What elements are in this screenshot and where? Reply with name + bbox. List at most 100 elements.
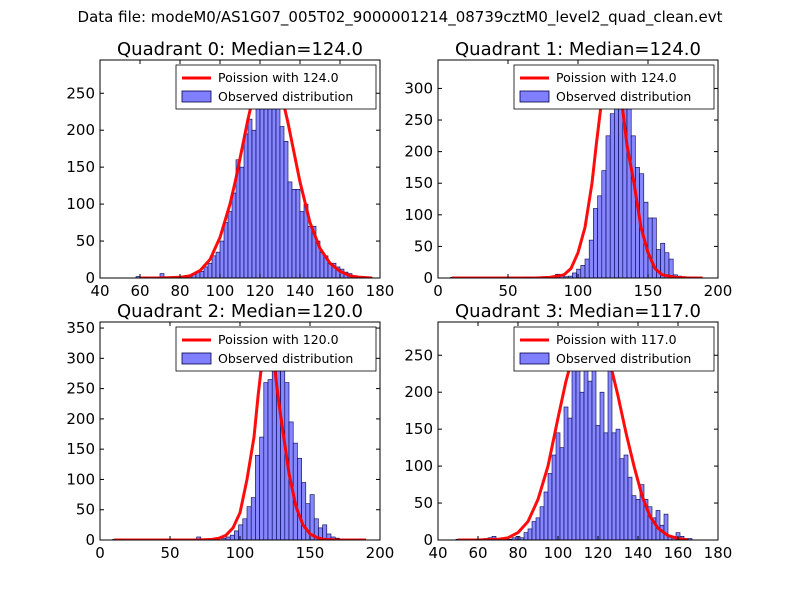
histogram-bar <box>635 499 641 540</box>
y-tick-label: 250 <box>404 111 433 129</box>
y-tick-label: 150 <box>66 158 95 176</box>
subplot-q0: 40 60 80 100 120 140 160 180 0 50 100 150 200 250 Quad… <box>66 39 394 300</box>
histogram-bar <box>301 482 307 540</box>
histogram-bar <box>287 181 293 278</box>
x-tick-label: 100 <box>206 282 235 300</box>
histogram-bar <box>297 457 302 540</box>
legend-hist-swatch <box>181 352 212 365</box>
y-tick-label: 350 <box>66 319 95 337</box>
histogram-bar <box>231 192 237 278</box>
histogram-bar <box>567 417 573 540</box>
subplot-q2: 0 50 100 150 200 0 50 100 150 200 250 300 350 Quadran… <box>66 301 394 562</box>
plot-area <box>112 330 366 540</box>
x-tick-label: 100 <box>544 544 573 562</box>
x-tick-label: 150 <box>296 544 325 562</box>
subplot-q1: 0 50 100 150 200 0 50 100 150 200 250 300 Quadrant 1… <box>404 39 732 300</box>
y-tick-label: 100 <box>404 457 433 475</box>
y-tick-label: 50 <box>414 237 433 255</box>
histogram-bar <box>605 135 611 278</box>
histogram-bar <box>263 81 269 278</box>
legend-line-label: Poission with 117.0 <box>556 332 677 347</box>
histogram-bar <box>255 89 261 278</box>
histogram-bar <box>630 135 636 278</box>
subplot-title: Quadrant 2: Median=120.0 <box>117 301 363 322</box>
histogram-bar <box>219 240 225 278</box>
y-tick-label: 100 <box>404 206 433 224</box>
histogram-bar <box>647 217 653 278</box>
x-tick-label: 0 <box>433 282 443 300</box>
y-tick-label: 250 <box>404 346 433 364</box>
x-tick-label: 120 <box>584 544 613 562</box>
subplot-title: Quadrant 3: Median=117.0 <box>455 301 701 322</box>
y-tick-label: 300 <box>66 349 95 367</box>
legend-hist-label: Observed distribution <box>218 351 353 366</box>
x-tick-label: 160 <box>326 282 355 300</box>
histogram-bar <box>203 266 209 278</box>
x-tick-label: 100 <box>564 282 593 300</box>
x-tick-label: 120 <box>246 282 275 300</box>
histogram-bar <box>597 195 603 278</box>
y-tick-label: 50 <box>414 494 433 512</box>
axes-frame <box>99 59 381 279</box>
histogram-bar <box>611 432 617 540</box>
y-tick-label: 0 <box>423 269 433 287</box>
histogram-bar <box>583 358 589 540</box>
y-tick-label: 150 <box>404 174 433 192</box>
histogram-bar <box>626 100 632 278</box>
histogram-bar <box>199 271 205 278</box>
histogram-bar <box>259 107 265 278</box>
y-tick-label: 250 <box>66 84 95 102</box>
x-tick-label: 0 <box>95 544 105 562</box>
histogram-bar <box>267 379 273 540</box>
legend-hist-label: Observed distribution <box>556 351 691 366</box>
histogram-bar <box>535 517 541 540</box>
histogram-bar <box>607 366 613 540</box>
histogram-bar <box>579 391 585 540</box>
y-tick-label: 50 <box>76 232 95 250</box>
histogram-bar <box>207 262 213 278</box>
legend: Poission with 124.0 Observed distribution <box>175 64 377 110</box>
histogram-bar <box>234 530 239 540</box>
axes-frame <box>437 321 719 541</box>
histogram-bar <box>599 391 605 540</box>
x-tick-label: 140 <box>624 544 653 562</box>
plot-area <box>455 333 693 540</box>
x-tick-label: 40 <box>90 282 109 300</box>
x-tick-label: 140 <box>286 282 315 300</box>
histogram-bar <box>229 534 235 540</box>
histogram-bar <box>601 170 607 278</box>
y-tick-label: 0 <box>85 531 95 549</box>
x-tick-label: 80 <box>508 544 527 562</box>
histogram-bar <box>559 447 565 540</box>
x-tick-label: 200 <box>366 544 395 562</box>
histogram-bar <box>279 126 285 278</box>
y-tick-label: 200 <box>66 410 95 428</box>
histogram-bar <box>309 494 315 540</box>
histogram-bar <box>531 521 537 540</box>
histogram-bar <box>259 436 265 540</box>
legend-line-label: Poission with 124.0 <box>556 70 677 85</box>
y-tick-label: 100 <box>66 195 95 213</box>
histogram-bar <box>591 369 597 540</box>
histogram-bar <box>615 428 621 540</box>
histogram-bar <box>619 458 625 540</box>
histogram-bar <box>571 358 577 540</box>
histogram-bar <box>551 454 557 540</box>
histogram-bar <box>307 225 313 278</box>
histogram-bar <box>223 222 229 278</box>
histogram-bar <box>631 495 637 540</box>
histogram-bar <box>283 140 289 278</box>
x-tick-label: 100 <box>226 544 255 562</box>
histogram-bar <box>587 380 593 540</box>
x-tick-label: 40 <box>428 544 447 562</box>
histogram-bar <box>250 497 256 540</box>
histogram-bar <box>239 166 245 278</box>
histogram-bar <box>575 347 581 540</box>
histogram-bar <box>523 532 529 540</box>
x-tick-label: 160 <box>664 544 693 562</box>
y-tick-label: 250 <box>66 380 95 398</box>
histogram-bar <box>539 506 545 540</box>
legend-hist-swatch <box>181 90 212 103</box>
x-tick-label: 60 <box>468 544 487 562</box>
histogram-bar <box>593 208 598 278</box>
